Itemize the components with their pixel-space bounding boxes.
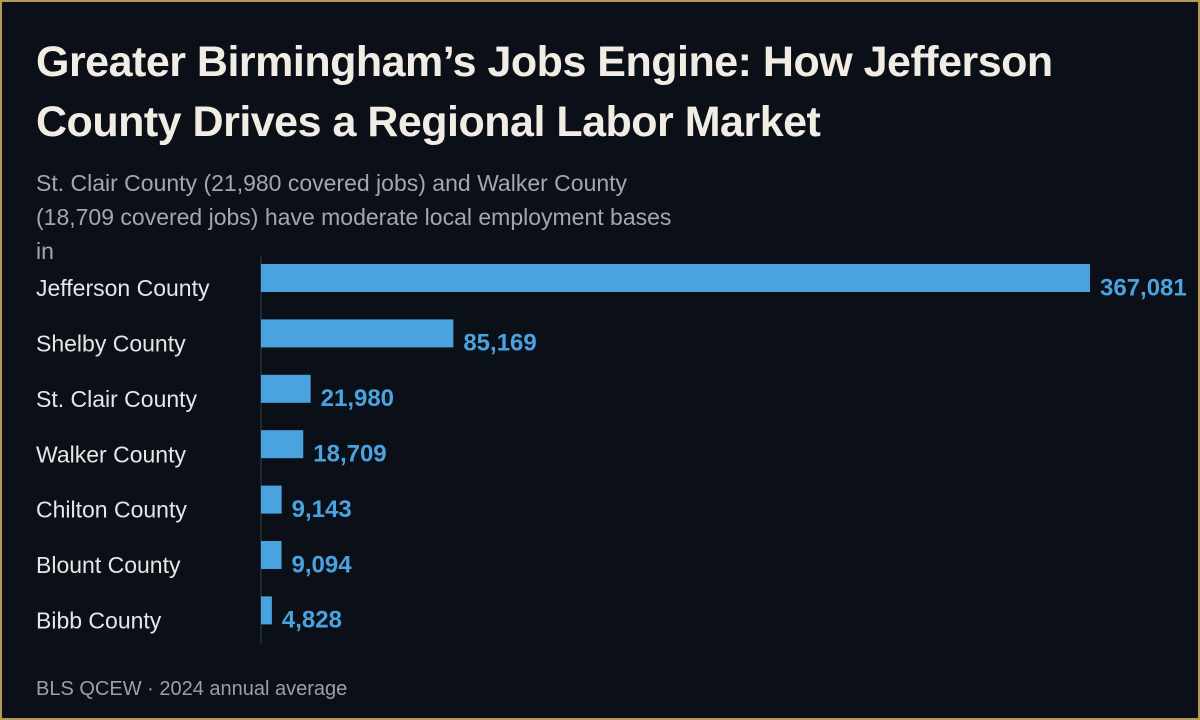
category-label: St. Clair County <box>36 386 198 412</box>
chart-title: Greater Birmingham’s Jobs Engine: How Je… <box>36 38 1053 146</box>
bar <box>261 485 282 514</box>
value-label: 4,828 <box>282 607 342 634</box>
bar <box>261 541 282 569</box>
bar <box>261 319 454 348</box>
category-label: Walker County <box>36 441 186 467</box>
value-label: 367,081 <box>1100 274 1187 301</box>
category-label: Blount County <box>36 552 181 578</box>
chart-subtitle: St. Clair County (21,980 covered jobs) a… <box>36 170 672 264</box>
value-label: 21,980 <box>321 385 394 412</box>
value-label: 85,169 <box>463 330 536 357</box>
source-note: BLS QCEW · 2024 annual average <box>36 678 348 700</box>
value-label: 9,094 <box>292 551 353 578</box>
bar <box>261 374 311 403</box>
value-label: 9,143 <box>292 496 352 523</box>
bar <box>261 430 304 459</box>
category-label: Shelby County <box>36 330 186 356</box>
category-label: Bibb County <box>36 607 162 633</box>
category-label: Jefferson County <box>36 275 210 301</box>
bar <box>261 596 272 625</box>
bar <box>261 264 1090 292</box>
category-label: Chilton County <box>36 497 187 523</box>
value-label: 18,709 <box>313 441 386 468</box>
